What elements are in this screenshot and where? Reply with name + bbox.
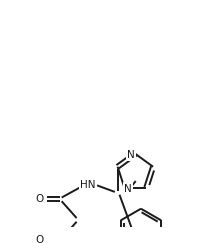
Text: N: N	[124, 183, 132, 193]
Text: HN: HN	[80, 180, 96, 191]
Text: O: O	[35, 235, 43, 243]
Text: N: N	[127, 150, 135, 160]
Text: O: O	[35, 194, 43, 204]
